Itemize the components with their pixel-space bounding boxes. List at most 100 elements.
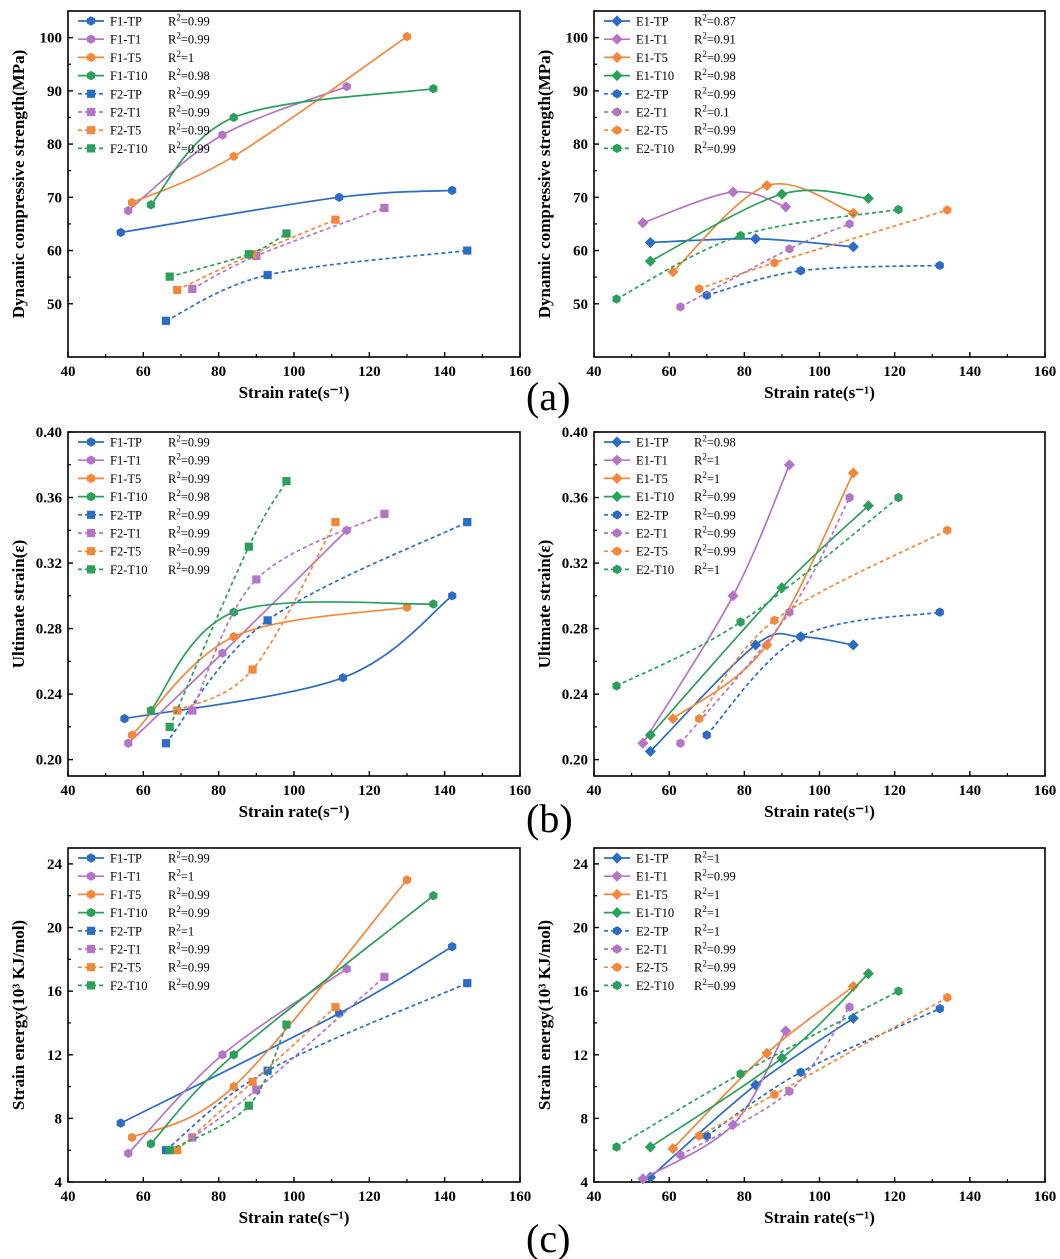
data-point: [380, 203, 389, 213]
data-point: [188, 284, 197, 293]
series-E1-T1: [637, 459, 795, 749]
legend-item: F1-TP R2=0.99: [78, 850, 210, 866]
legend-marker: [611, 51, 623, 63]
series-F2-T10: [165, 477, 291, 731]
legend-marker: [86, 107, 96, 117]
data-point: [943, 992, 952, 1003]
data-point: [644, 745, 656, 757]
y-tick-label: 16: [47, 984, 63, 1000]
data-point: [612, 681, 621, 691]
series-line: [698, 209, 948, 290]
legend-label: E2-T10 R2=0.99: [636, 140, 736, 156]
legend-marker: [612, 107, 622, 117]
data-point: [695, 1131, 704, 1141]
x-tick-label: 100: [808, 783, 831, 799]
data-point: [173, 285, 182, 295]
data-point: [380, 972, 389, 981]
legend-label: E2-T10 R2=0.99: [636, 977, 736, 993]
legend-marker: [86, 70, 96, 81]
x-tick-label: 80: [211, 364, 226, 380]
series-E2-T5: [695, 525, 952, 724]
series-line: [150, 601, 434, 712]
series-line: [131, 35, 408, 204]
legend-label: E1-TP R2=0.87: [636, 13, 736, 29]
legend-marker: [611, 33, 623, 45]
data-point: [935, 1003, 944, 1014]
series-E2-T1: [676, 1002, 854, 1160]
series-F1-T1: [124, 525, 351, 748]
legend-label: F1-T10 R2=0.98: [110, 67, 210, 83]
series-F2-T1: [188, 972, 389, 1142]
x-tick-label: 160: [1034, 1189, 1057, 1205]
data-point: [761, 1047, 773, 1059]
legend-marker: [612, 926, 622, 936]
series-line: [169, 232, 287, 278]
legend-label: F1-T10 R2=0.99: [110, 904, 210, 920]
legend-marker: [86, 528, 96, 538]
data-point: [676, 738, 685, 748]
legend-marker: [86, 889, 96, 900]
y-axis-title: Ultimate strain(ε): [535, 540, 554, 669]
y-tick-label: 0.32: [562, 556, 588, 572]
data-point: [862, 192, 874, 204]
series-F1-TP: [120, 591, 457, 724]
legend-item: E2-T10 R2=0.99: [604, 977, 736, 993]
y-axis-title: Strain energy(10³ KJ/mol): [535, 920, 554, 1110]
y-tick-label: 50: [47, 297, 62, 313]
series-F1-T10: [146, 84, 438, 210]
legend-marker: [86, 565, 96, 574]
data-point: [218, 1050, 227, 1060]
legend-item: F1-T5 R2=1: [78, 49, 194, 65]
legend-label: F2-T10 R2=0.99: [110, 561, 210, 577]
data-point: [780, 201, 792, 213]
data-point: [796, 266, 805, 276]
data-point: [188, 706, 197, 715]
legend-item: E2-T5 R2=0.99: [604, 543, 736, 559]
series-E2-T5: [695, 992, 952, 1141]
data-point: [862, 968, 874, 980]
series-line: [649, 632, 854, 753]
y-tick-label: 90: [47, 84, 62, 100]
legend-label: E2-T1 R2=0.99: [636, 525, 736, 541]
series-F2-TP: [161, 517, 472, 748]
y-tick-label: 12: [573, 1048, 588, 1064]
x-tick-label: 100: [283, 364, 306, 380]
data-point: [796, 632, 805, 642]
x-axis-title: Strain rate(s⁻¹): [764, 383, 875, 402]
legend-item: E1-T1 R2=0.91: [604, 31, 736, 47]
series-E2-T1: [676, 219, 854, 312]
series-line: [165, 521, 468, 744]
y-tick-label: 0.36: [36, 491, 63, 507]
legend-item: F2-T5 R2=0.99: [78, 122, 210, 138]
chart-c-right: 40 60 80 100 120 140 160 4 8 12 16 20 24 Strain rate(…: [535, 847, 1057, 1227]
legend-marker: [611, 870, 623, 882]
data-point: [448, 185, 457, 196]
legend: F1-TP R2=0.99 F1-T1 R2=0.99 F1-T5 R2=0.99 F1-T…: [78, 434, 210, 577]
legend-label: E2-T1 R2=0.99: [636, 941, 736, 957]
data-point: [644, 236, 656, 249]
legend-item: F2-TP R2=1: [78, 922, 194, 938]
legend-label: F1-TP R2=0.99: [110, 434, 210, 450]
data-point: [116, 1118, 125, 1128]
data-point: [165, 722, 174, 731]
legend-label: F1-T5 R2=1: [110, 49, 194, 65]
data-point: [463, 517, 472, 527]
legend-marker: [611, 15, 623, 27]
data-point: [146, 705, 155, 716]
legend-marker: [612, 980, 622, 991]
data-point: [218, 130, 227, 140]
y-tick-label: 70: [573, 190, 588, 206]
y-tick-label: 80: [47, 137, 62, 153]
legend-item: E1-TP R2=1: [604, 850, 720, 866]
y-axis-title: Dynamic compressive strength(MPa): [9, 50, 28, 319]
legend-marker: [611, 454, 623, 466]
legend-label: F1-T5 R2=0.99: [110, 886, 210, 902]
y-tick-label: 24: [47, 857, 63, 873]
x-tick-label: 100: [283, 1189, 306, 1205]
data-point: [847, 1012, 859, 1024]
data-point: [612, 1142, 621, 1152]
legend-marker: [86, 871, 96, 881]
y-axis-title: Ultimate strain(ε): [9, 540, 28, 669]
y-tick-label: 0.28: [562, 622, 588, 638]
legend-item: F1-T1 R2=0.99: [78, 31, 210, 47]
